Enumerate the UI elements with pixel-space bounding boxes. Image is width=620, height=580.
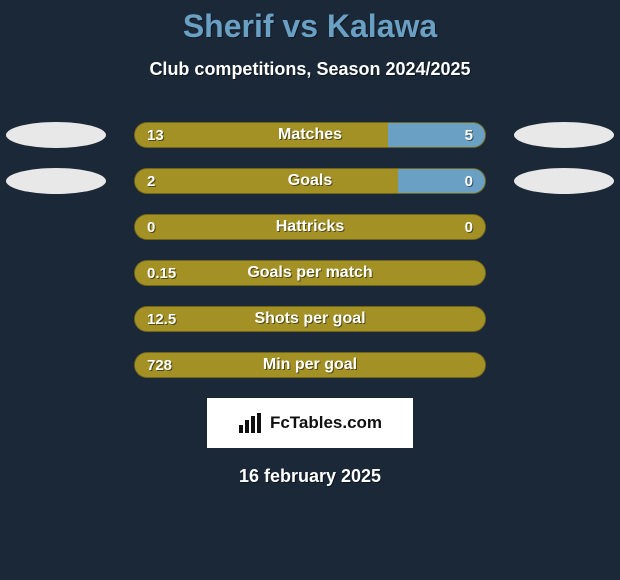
stat-bar: 135Matches bbox=[134, 122, 486, 148]
bar-label: Shots per goal bbox=[135, 307, 485, 331]
player-ellipse-right bbox=[514, 168, 614, 194]
stat-rows: 135Matches 20Goals 00Hattricks 0.15Goals pe… bbox=[0, 122, 620, 378]
player-ellipse-right bbox=[514, 122, 614, 148]
bar-label: Hattricks bbox=[135, 215, 485, 239]
player-ellipse-left bbox=[6, 168, 106, 194]
player-ellipse-left bbox=[6, 122, 106, 148]
stat-bar: 20Goals bbox=[134, 168, 486, 194]
stat-row: 00Hattricks bbox=[0, 214, 620, 240]
stat-bar: 00Hattricks bbox=[134, 214, 486, 240]
comparison-container: Sherif vs Kalawa Club competitions, Seas… bbox=[0, 0, 620, 487]
stat-row: 728Min per goal bbox=[0, 352, 620, 378]
bar-label: Matches bbox=[135, 123, 485, 147]
stat-bar: 0.15Goals per match bbox=[134, 260, 486, 286]
date-text: 16 february 2025 bbox=[0, 466, 620, 487]
stat-bar: 728Min per goal bbox=[134, 352, 486, 378]
stat-row: 0.15Goals per match bbox=[0, 260, 620, 286]
stat-row: 12.5Shots per goal bbox=[0, 306, 620, 332]
stat-row: 20Goals bbox=[0, 168, 620, 194]
bar-label: Min per goal bbox=[135, 353, 485, 377]
bar-label: Goals bbox=[135, 169, 485, 193]
subtitle: Club competitions, Season 2024/2025 bbox=[0, 59, 620, 80]
stat-row: 135Matches bbox=[0, 122, 620, 148]
bars-icon bbox=[238, 413, 264, 433]
page-title: Sherif vs Kalawa bbox=[0, 8, 620, 45]
branding-text: FcTables.com bbox=[270, 413, 382, 433]
stat-bar: 12.5Shots per goal bbox=[134, 306, 486, 332]
branding-badge: FcTables.com bbox=[207, 398, 413, 448]
bar-label: Goals per match bbox=[135, 261, 485, 285]
